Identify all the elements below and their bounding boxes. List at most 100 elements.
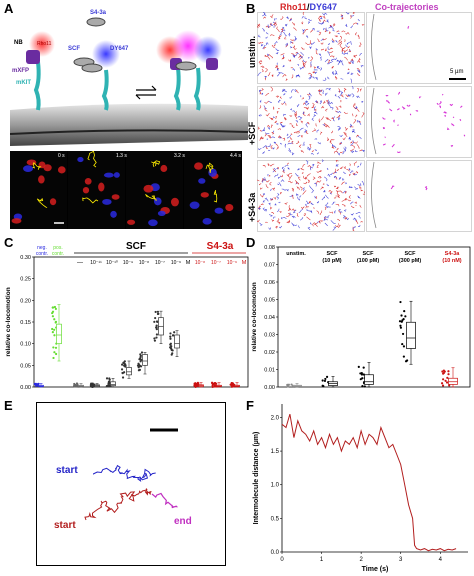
plot-frame: [33, 256, 249, 388]
single-molecule-track: [316, 210, 319, 214]
single-molecule-track: [313, 207, 315, 209]
single-molecule-track: [276, 26, 280, 33]
single-molecule-track: [259, 222, 263, 227]
single-molecule-track: [338, 90, 342, 92]
single-molecule-track: [353, 173, 357, 176]
single-molecule-track: [357, 165, 360, 168]
fluorescence-spot: [111, 194, 120, 200]
trajectory-yellow: [87, 151, 97, 168]
single-molecule-track: [257, 207, 261, 210]
single-molecule-track: [301, 60, 305, 66]
data-point: [51, 330, 54, 334]
single-molecule-track: [309, 144, 312, 149]
single-molecule-track: [322, 38, 327, 41]
single-molecule-track: [348, 61, 352, 65]
single-molecule-track: [347, 46, 350, 49]
single-molecule-track: [343, 87, 347, 93]
label-rho11: Rho11: [37, 41, 52, 47]
co-trajectory: [393, 119, 395, 123]
single-molecule-track: [348, 186, 353, 189]
data-point: [286, 383, 289, 386]
data-point: [399, 324, 402, 327]
single-molecule-track: [356, 22, 359, 25]
single-molecule-track: [257, 42, 261, 44]
data-point: [402, 345, 406, 348]
single-molecule-track: [319, 89, 322, 92]
single-molecule-track: [302, 190, 307, 195]
data-point: [51, 315, 54, 318]
single-molecule-track: [297, 135, 301, 138]
single-molecule-track: [289, 41, 293, 44]
single-molecule-track: [352, 104, 356, 109]
data-point: [139, 354, 142, 357]
single-molecule-track: [265, 132, 270, 135]
single-molecule-track: [345, 44, 348, 47]
single-molecule-track: [320, 116, 324, 121]
single-molecule-track: [304, 176, 308, 180]
single-molecule-track: [331, 117, 334, 120]
scalebar: [449, 78, 466, 80]
data-point: [401, 342, 404, 346]
single-molecule-track: [351, 130, 355, 133]
single-molecule-track: [258, 126, 260, 130]
data-point: [400, 314, 403, 317]
data-point: [53, 351, 56, 354]
single-molecule-track: [263, 16, 266, 19]
single-molecule-track: [313, 114, 317, 118]
box: [364, 374, 374, 385]
single-molecule-track: [299, 217, 304, 221]
single-molecule-track: [359, 204, 362, 208]
fluorescence-spot: [43, 164, 52, 172]
fluorescence-spot: [148, 219, 158, 227]
single-molecule-track: [278, 182, 282, 187]
single-molecule-track: [291, 152, 295, 156]
co-trajectory: [396, 151, 401, 154]
single-molecule-track: [291, 187, 294, 191]
single-molecule-track: [286, 215, 289, 218]
single-molecule-track: [288, 148, 290, 151]
single-molecule-track: [335, 40, 338, 43]
data-point: [442, 378, 445, 381]
single-molecule-track: [319, 16, 323, 20]
data-point: [170, 353, 173, 356]
single-molecule-track: [271, 74, 274, 77]
single-molecule-track: [271, 136, 276, 139]
single-molecule-track: [322, 77, 327, 81]
data-point: [446, 376, 449, 379]
single-molecule-track: [273, 116, 276, 119]
single-molecule-track: [327, 215, 330, 219]
single-molecule-track: [329, 47, 334, 50]
single-molecule-track: [283, 101, 286, 104]
single-molecule-track: [359, 120, 361, 123]
single-molecule-track: [300, 206, 305, 210]
single-molecule-track: [312, 102, 315, 108]
single-molecule-track: [317, 180, 322, 183]
single-molecule-track: [348, 136, 351, 140]
single-molecule-track: [340, 100, 342, 103]
single-molecule-track: [267, 173, 269, 177]
data-point: [445, 381, 449, 384]
single-molecule-track: [358, 215, 361, 219]
single-molecule-track: [281, 56, 285, 60]
conc-unit-scf: M: [186, 260, 191, 266]
panel-label-e: E: [4, 398, 13, 413]
single-molecule-track: [305, 160, 309, 165]
fluorescence-spot: [202, 218, 212, 225]
single-molecule-track: [346, 41, 350, 45]
single-molecule-track: [312, 27, 315, 31]
single-molecule-track: [280, 179, 285, 182]
single-molecule-track: [303, 129, 308, 133]
single-molecule-track: [282, 26, 285, 30]
single-molecule-track: [297, 168, 300, 171]
single-molecule-track: [257, 72, 262, 77]
single-molecule-track: [339, 59, 342, 62]
box: [174, 334, 180, 349]
plot-frame: [277, 246, 471, 388]
single-molecule-track: [336, 114, 341, 119]
single-molecule-track: [286, 133, 289, 137]
single-molecule-track: [339, 142, 342, 145]
single-molecule-track: [280, 53, 285, 56]
data-point: [211, 382, 215, 386]
single-molecule-track: [305, 200, 310, 205]
single-molecule-track: [317, 89, 321, 92]
